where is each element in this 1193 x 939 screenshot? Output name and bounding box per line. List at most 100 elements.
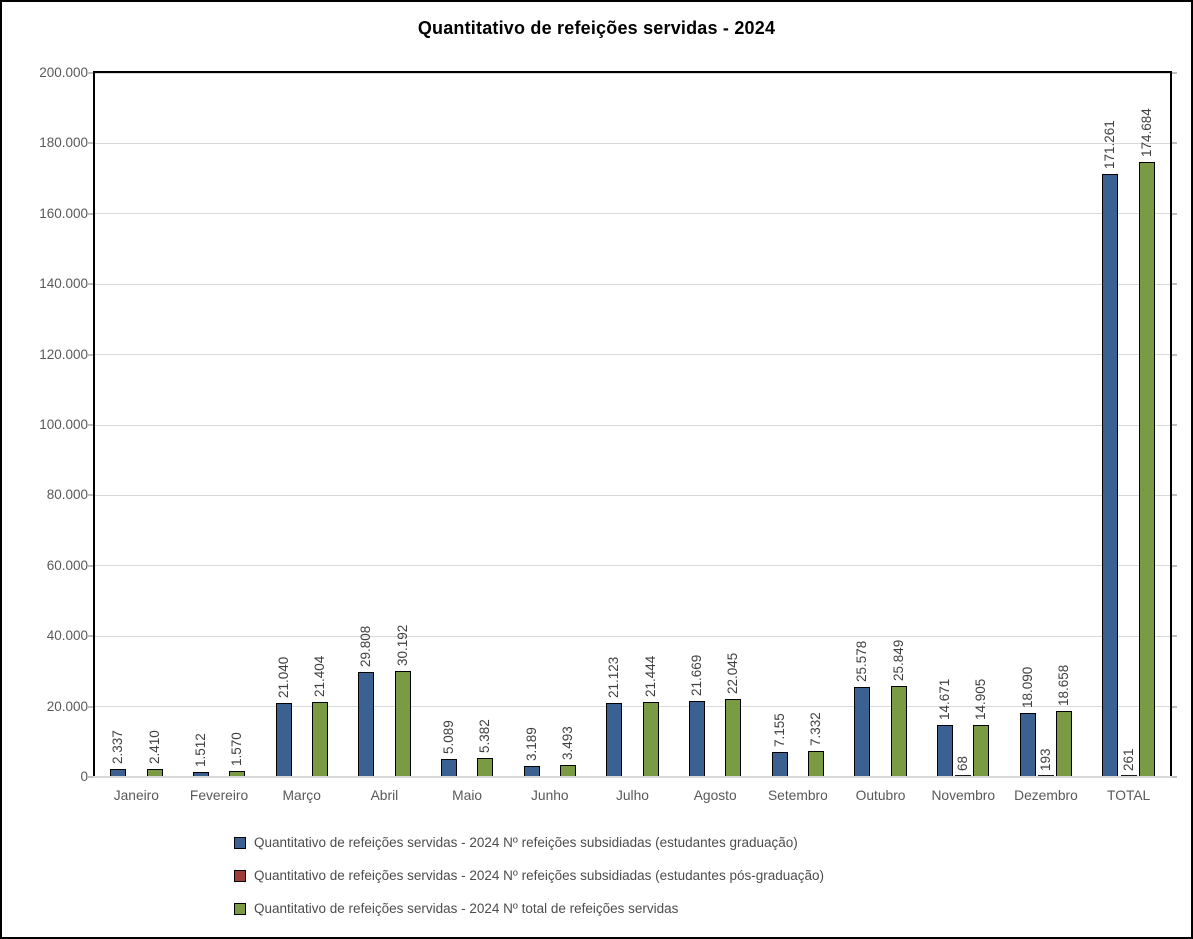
y-axis-label: 60.000 [46,557,88,573]
bar-label: 29.808 [358,625,374,668]
bar [808,751,825,777]
bar [311,702,328,777]
bar-label: 21.669 [689,654,704,696]
y-tick-mark [88,353,93,356]
y-axis-label: 100.000 [39,417,88,432]
bar-label: 174.684 [1138,108,1154,158]
bar-label: 7.155 [771,713,787,747]
bar-label: 18.658 [1056,665,1072,707]
y-tick-mark [88,424,93,426]
y-tick-mark [1172,705,1177,708]
bar [890,686,907,777]
bar [937,725,954,777]
bar-label: 1.512 [192,732,208,767]
y-axis-label: 200.000 [39,65,88,80]
legend-item: Quantitativo de refeições servidas - 202… [234,866,824,885]
bar-label: 21.040 [275,656,291,698]
y-axis-label: 120.000 [39,346,88,362]
bar [771,752,788,777]
bar-label: 14.671 [937,679,953,721]
gridline [95,72,1170,74]
x-axis-label: Fevereiro [189,788,249,803]
bar [1138,162,1155,777]
y-axis-label: 40.000 [46,628,88,644]
bar-label: 2.337 [110,729,126,764]
legend-marker [234,836,246,849]
bar-label: 14.905 [973,678,989,720]
x-axis-label: Dezembro [1014,788,1078,803]
y-tick-mark [1172,283,1177,286]
bar [1056,711,1073,777]
bar-label: 21.404 [311,655,327,697]
bar [689,701,705,777]
y-axis-label: 140.000 [39,276,88,292]
plot-border-top [93,71,1172,73]
y-tick-mark [1172,564,1177,567]
bar-label: 25.849 [890,639,906,682]
y-tick-mark [1172,494,1177,497]
y-tick-mark [1172,72,1177,74]
bar [275,703,292,777]
x-axis-label: Abril [370,788,399,803]
plot-border-left [93,71,95,778]
bar-label: 68 [955,755,971,771]
bar-label: 193 [1037,748,1053,771]
bar-label: 171.261 [1102,120,1118,170]
bar [854,687,871,777]
y-tick-mark [1172,635,1177,638]
bar-label: 3.189 [523,726,539,761]
bar-label: 18.090 [1019,667,1035,709]
y-tick-mark [1172,353,1177,356]
y-axis-label: 20.000 [46,698,88,714]
gridline [95,565,1170,567]
x-axis-label: Novembro [931,788,996,803]
legend-label: Quantitativo de refeições servidas - 202… [254,835,798,850]
y-axis-label: 80.000 [46,487,88,503]
y-axis-label: 160.000 [39,205,88,221]
bar [1019,713,1036,777]
y-axis-label: 180.000 [39,135,88,151]
gridline [95,706,1170,708]
bar-label: 7.332 [808,712,824,747]
gridline [95,142,1170,144]
bar-label: 21.444 [642,655,658,697]
y-tick-mark [1172,424,1177,426]
bar-label: 5.089 [440,720,456,755]
bar-label: 22.045 [725,653,741,695]
bar [1102,174,1119,777]
plot-border-right [1170,71,1172,778]
y-tick-mark [88,494,93,497]
bar [725,699,742,777]
bar-label: 1.570 [229,732,245,767]
y-tick-mark [88,564,93,567]
gridline [95,635,1170,637]
legend-item: Quantitativo de refeições servidas - 202… [234,899,824,918]
x-axis-label: Outubro [855,788,906,803]
bar-label: 21.123 [606,656,622,698]
legend-marker [234,902,246,915]
y-axis-label: 0 [80,769,88,784]
y-tick-mark [88,142,93,145]
bar-label: 5.382 [477,719,493,754]
legend-marker [234,869,246,882]
x-axis-label: Janeiro [113,788,159,803]
x-axis-label: TOTAL [1107,788,1151,803]
legend-label: Quantitativo de refeições servidas - 202… [254,868,824,883]
x-axis-label: Junho [531,788,569,803]
bar [394,671,411,777]
y-tick-mark [88,635,93,638]
bar [358,672,375,777]
plot-area: 2.337 1.512 21.040 29.808 5.089 3.189 21.123 21… [95,72,1170,777]
x-axis-label: Julho [615,788,649,803]
gridline [95,494,1170,496]
y-tick-mark [1172,142,1177,145]
x-axis-label: Agosto [693,788,737,803]
y-tick-mark [88,283,93,286]
bar-label: 261 [1120,748,1136,771]
bar-label: 3.493 [560,725,575,760]
bar [477,758,494,777]
y-tick-mark [1172,776,1177,778]
bar-label: 30.192 [394,624,410,666]
legend: Quantitativo de refeições servidas - 202… [234,833,824,932]
